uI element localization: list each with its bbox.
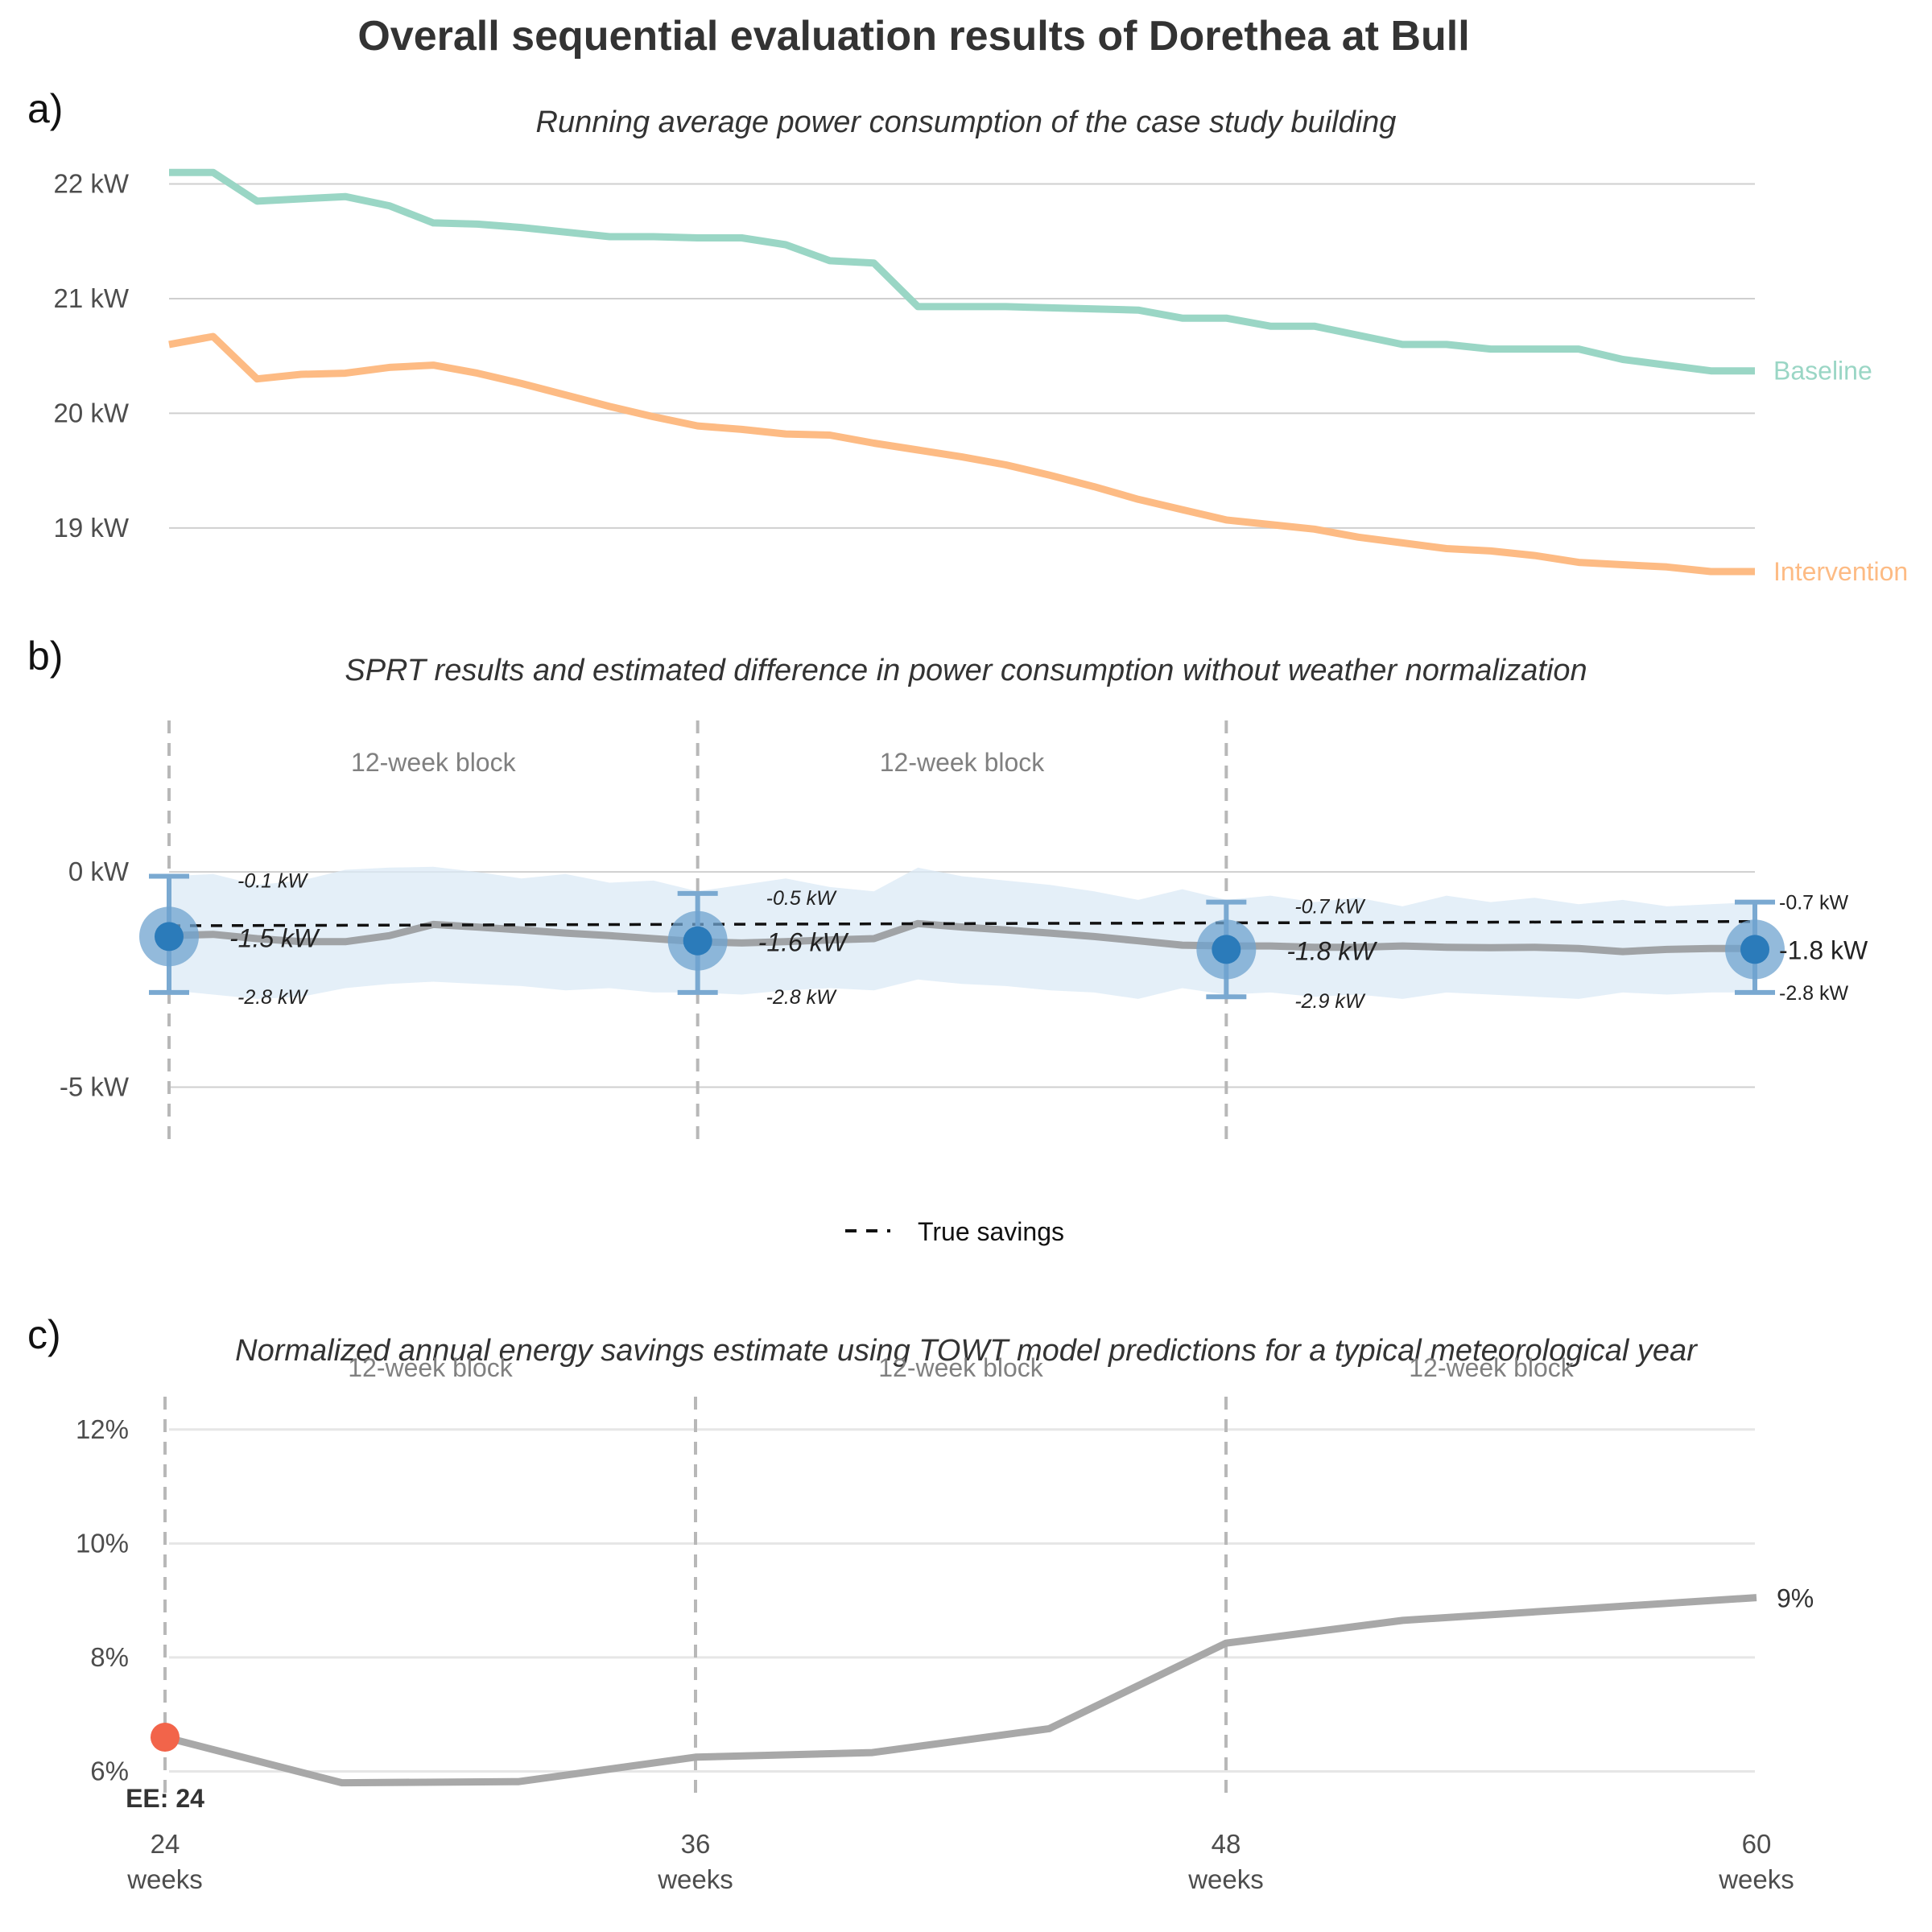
panel-a-subtitle: Running average power consumption of the… [536,105,1397,139]
panel-c-grid: 6% 8% 10% 12% 12-week block 12-week block 12-w… [76,1353,1755,1785]
estimate-label: -1.6 kW [758,928,849,957]
y-tick-label: 0 kW [68,857,130,886]
ee-label: EE: 24 [126,1784,204,1813]
panel-b-grid: 0 kW -5 kW 12-week block 12-week block [60,748,1755,1101]
checkpoint-point [1740,935,1769,964]
panel-c-x-axis: 24 weeks 36 weeks 48 weeks 60 weeks [126,1829,1794,1894]
series-label-baseline: Baseline [1773,357,1872,386]
block-label: 12-week block [351,748,517,777]
x-tick-unit: weeks [1187,1864,1264,1894]
y-tick-label: 8% [90,1642,129,1672]
estimate-line [168,919,1755,956]
x-tick-label: 36 [681,1829,711,1859]
panel-c-label: c) [27,1312,61,1357]
block-label: 12-week block [348,1353,514,1382]
checkpoint-point [1212,935,1241,964]
block-label: 12-week block [1409,1353,1575,1382]
y-tick-label: 10% [76,1528,129,1558]
legend: True savings [845,1217,1064,1246]
lower-bound-label: -2.8 kW [766,986,838,1009]
lower-bound-label: -2.8 kW [237,986,309,1009]
block-label: 12-week block [880,748,1046,777]
panel-a-grid: 19 kW 20 kW 21 kW 22 kW [53,168,1755,543]
savings-line [163,1594,1757,1787]
series-line-intervention [168,332,1755,576]
panel-b-subtitle: SPRT results and estimated difference in… [345,654,1587,687]
checkpoint-point [155,922,184,952]
estimate-label: -1.8 kW [1286,936,1377,965]
panel-c-vlines [163,1397,1228,1799]
estimate-label: -1.8 kW [1779,935,1868,964]
lower-bound-label: -2.9 kW [1294,990,1366,1013]
panel-a-series: Baseline Intervention [168,168,1908,586]
y-tick-label: 21 kW [53,283,129,313]
x-tick-unit: weeks [657,1864,733,1894]
end-value-label: 9% [1777,1584,1814,1613]
series-line-baseline [169,168,1755,375]
y-tick-label: -5 kW [60,1071,130,1101]
upper-bound-label: -0.7 kW [1294,896,1366,919]
block-label: 12-week block [878,1353,1044,1382]
true-savings-line [168,919,1756,927]
x-tick-label: 24 [151,1829,180,1859]
legend-true-savings-label: True savings [918,1217,1064,1246]
estimate-label: -1.5 kW [229,923,320,952]
panel-b-ribbon [169,866,1755,999]
ee-point [151,1722,180,1752]
upper-bound-label: -0.1 kW [237,870,309,893]
panel-c: c) Normalized annual energy savings esti… [27,1312,1814,1894]
x-tick-label: 60 [1742,1829,1772,1859]
lower-bound-label: -2.8 kW [1779,982,1849,1005]
chart-title: Overall sequential evaluation results of… [357,13,1469,60]
panel-b-label: b) [27,634,63,679]
checkpoint-point [683,926,712,956]
x-tick-label: 48 [1212,1829,1241,1859]
y-tick-label: 20 kW [53,398,129,427]
y-tick-label: 12% [76,1414,129,1444]
panel-b-lines [168,919,1756,956]
upper-bound-label: -0.5 kW [766,887,838,910]
y-tick-label: 22 kW [53,168,129,198]
y-tick-label: 19 kW [53,513,129,543]
panel-a-label: a) [27,86,63,131]
y-tick-label: 6% [90,1756,129,1785]
x-tick-unit: weeks [126,1864,203,1894]
x-tick-unit: weeks [1718,1864,1794,1894]
upper-bound-label: -0.7 kW [1779,892,1849,914]
series-label-intervention: Intervention [1773,557,1908,586]
panel-b-checkpoints: -0.1 kW -1.5 kW -2.8 kW -0.5 kW -1.6 kW -2.8 … [139,870,1868,1013]
panel-a: a) Running average power consumption of … [27,86,1908,586]
panel-b: b) SPRT results and estimated difference… [27,634,1868,1246]
panel-c-lines: 9% EE: 24 [126,1584,1814,1813]
panel-c-subtitle: Normalized annual energy savings estimat… [235,1334,1698,1368]
confidence-ribbon [169,866,1755,999]
